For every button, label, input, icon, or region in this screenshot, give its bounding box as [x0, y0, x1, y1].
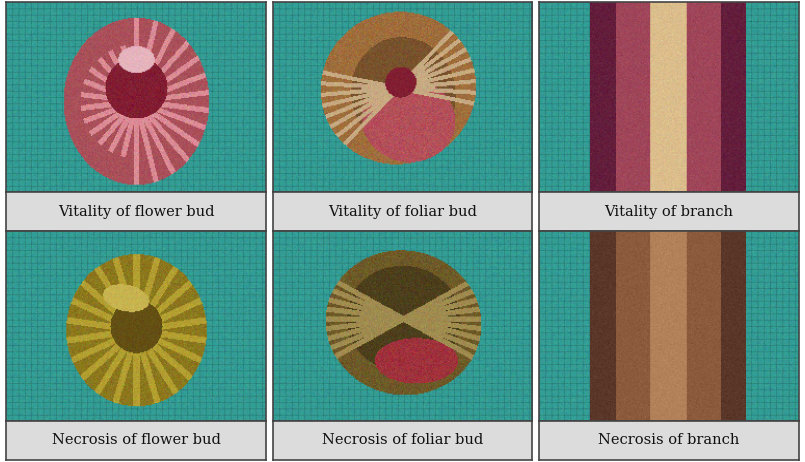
- Text: Vitality of flower bud: Vitality of flower bud: [58, 205, 215, 219]
- Text: Necrosis of foliar bud: Necrosis of foliar bud: [322, 433, 483, 447]
- Text: Vitality of foliar bud: Vitality of foliar bud: [328, 205, 477, 219]
- Text: Necrosis of branch: Necrosis of branch: [598, 433, 739, 447]
- Text: Necrosis of flower bud: Necrosis of flower bud: [52, 433, 221, 447]
- Text: Vitality of branch: Vitality of branch: [605, 205, 733, 219]
